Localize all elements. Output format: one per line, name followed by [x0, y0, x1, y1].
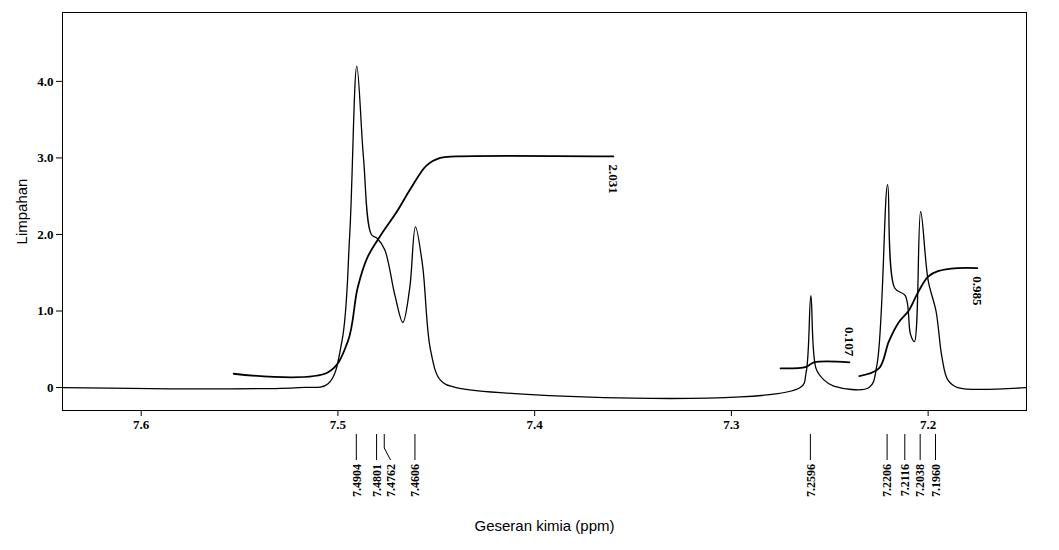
- svg-text:7.2206: 7.2206: [880, 464, 894, 497]
- svg-text:7.4: 7.4: [527, 417, 544, 432]
- svg-text:1.0: 1.0: [37, 303, 53, 318]
- svg-text:4.0: 4.0: [37, 74, 53, 89]
- svg-text:7.6: 7.6: [133, 417, 150, 432]
- svg-text:0.985: 0.985: [970, 276, 985, 306]
- svg-text:7.5: 7.5: [330, 417, 347, 432]
- svg-text:7.4606: 7.4606: [408, 464, 422, 497]
- svg-text:7.2: 7.2: [920, 417, 936, 432]
- svg-text:7.4904: 7.4904: [350, 464, 364, 497]
- svg-text:7.3: 7.3: [723, 417, 740, 432]
- svg-text:2.0: 2.0: [37, 227, 53, 242]
- svg-text:7.2038: 7.2038: [913, 464, 927, 497]
- svg-text:7.2596: 7.2596: [804, 464, 818, 497]
- svg-text:Geseran kimia (ppm): Geseran kimia (ppm): [474, 517, 614, 534]
- svg-text:7.1960: 7.1960: [929, 464, 943, 497]
- svg-text:3.0: 3.0: [37, 150, 53, 165]
- svg-text:Limpahan: Limpahan: [13, 179, 30, 245]
- svg-text:7.4762: 7.4762: [384, 464, 398, 497]
- svg-text:2.031: 2.031: [606, 164, 621, 193]
- svg-text:0.107: 0.107: [842, 327, 857, 357]
- svg-text:7.2116: 7.2116: [898, 464, 912, 496]
- svg-text:0: 0: [47, 380, 54, 395]
- svg-text:7.4801: 7.4801: [370, 464, 384, 497]
